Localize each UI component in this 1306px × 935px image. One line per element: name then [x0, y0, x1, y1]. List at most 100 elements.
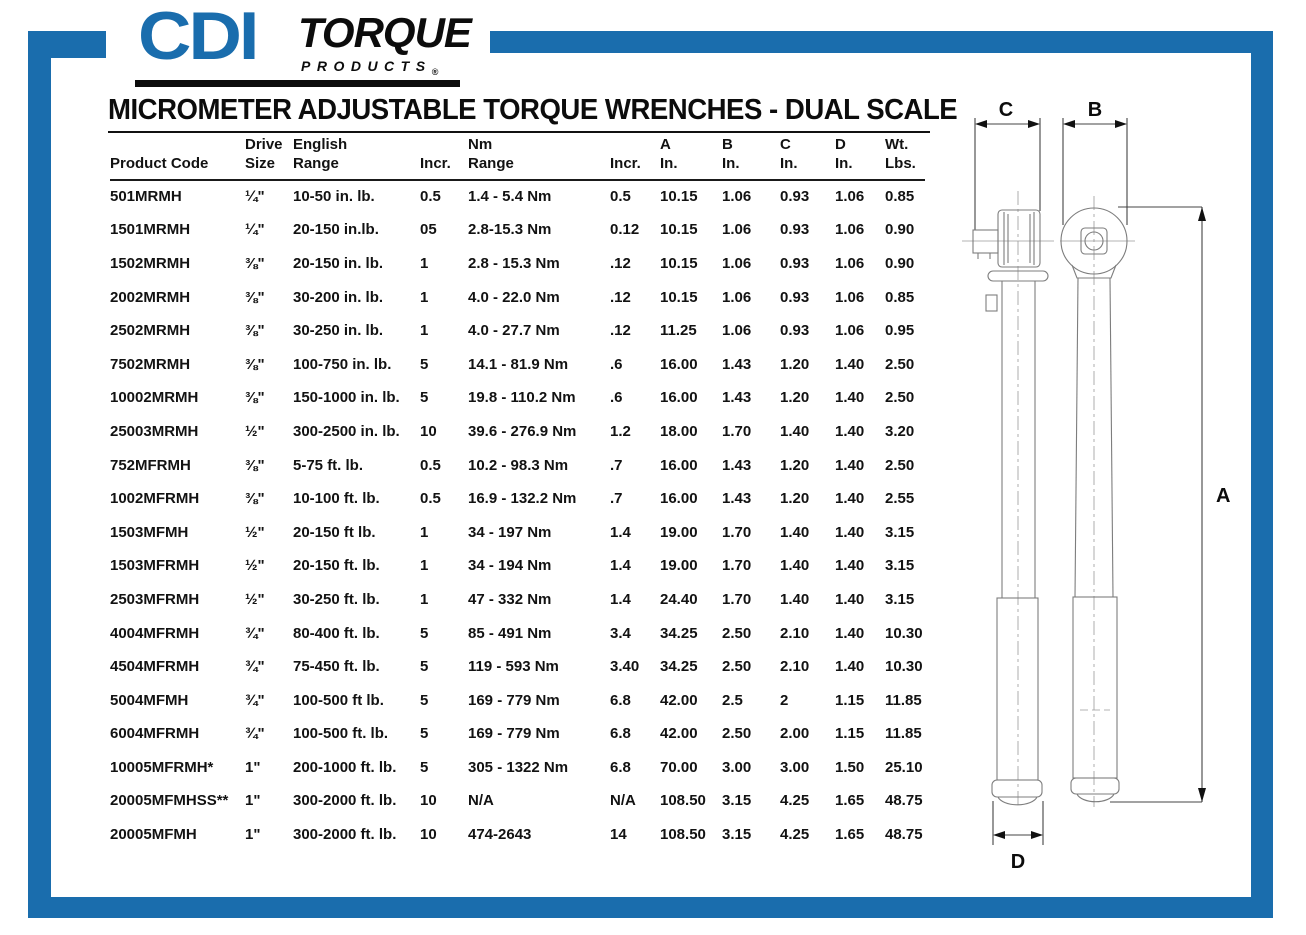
table-cell: 0.90: [885, 221, 915, 239]
table-cell: 200-1000 ft. lb.: [293, 758, 397, 776]
table-cell: 2.10: [780, 624, 810, 642]
table-cell: 1.43: [722, 490, 752, 508]
table-row: 2503MFRMH ½" 30-250 ft. lb. 1 47 - 332 Nm 1.4…: [110, 583, 925, 617]
column-header: Product Code: [110, 136, 245, 181]
table-cell: 1.40: [835, 389, 865, 407]
table-cell: 1.06: [722, 322, 752, 340]
table-cell: 1: [420, 557, 429, 575]
table-cell: 0.95: [885, 322, 915, 340]
table-cell: 3.15: [885, 557, 915, 575]
table-cell: 2.10: [780, 658, 810, 676]
column-header: English Range: [293, 136, 420, 181]
table-cell: 5: [420, 389, 429, 407]
table-cell: 14: [610, 826, 627, 844]
table-cell: 1502MRMH: [110, 254, 191, 272]
table-cell: 100-750 in. lb.: [293, 355, 392, 373]
table-cell: 150-1000 in. lb.: [293, 389, 400, 407]
table-cell: 25.10: [885, 758, 923, 776]
table-cell: 1.70: [722, 557, 752, 575]
table-cell: 501MRMH: [110, 188, 182, 206]
table-row: 1503MFMH ½" 20-150 ft lb. 1 34 - 197 Nm 1.4 19…: [110, 515, 925, 549]
table-cell: 2002MRMH: [110, 288, 191, 306]
table-cell: 16.9 - 132.2 Nm: [468, 490, 577, 508]
table-cell: 1503MFRMH: [110, 557, 200, 575]
table-cell: 2.50: [885, 456, 915, 474]
table-cell: 0.5: [610, 188, 631, 206]
table-cell: 6.8: [610, 758, 631, 776]
table-cell: ⅜": [245, 389, 265, 407]
table-cell: 5: [420, 691, 429, 709]
table-cell: 10: [420, 792, 437, 810]
table-cell: 2: [780, 691, 789, 709]
table-cell: 1.50: [835, 758, 865, 776]
table-cell: 2.50: [722, 725, 752, 743]
table-cell: 20-150 in. lb.: [293, 254, 384, 272]
table-cell: 20005MFMH: [110, 826, 197, 844]
table-row: 20005MFMHSS** 1" 300-2000 ft. lb. 10 N/A N/A 1…: [110, 784, 925, 818]
table-cell: 70.00: [660, 758, 698, 776]
table-cell: 16.00: [660, 389, 698, 407]
column-header: Incr.: [420, 136, 468, 181]
dimension-label-a: A: [1216, 485, 1230, 507]
table-cell: ½": [245, 557, 265, 575]
table-cell: 16.00: [660, 355, 698, 373]
table-cell: 47 - 332 Nm: [468, 590, 552, 608]
table-cell: 1.06: [722, 188, 752, 206]
table-cell: 0.5: [420, 188, 441, 206]
table-cell: 474-2643: [468, 826, 532, 844]
table-cell: 16.00: [660, 456, 698, 474]
table-row: 7502MRMH ⅜" 100-750 in. lb. 5 14.1 - 81.9 Nm…: [110, 347, 925, 381]
table-cell: 1.06: [835, 221, 865, 239]
table-cell: 1.40: [780, 523, 810, 541]
table-cell: 5004MFMH: [110, 691, 189, 709]
table-cell: 1: [420, 288, 429, 306]
table-cell: 1.65: [835, 792, 865, 810]
table-cell: 2.8-15.3 Nm: [468, 221, 552, 239]
table-cell: 30-200 in. lb.: [293, 288, 384, 306]
table-cell: 80-400 ft. lb.: [293, 624, 380, 642]
table-cell: 2.55: [885, 490, 915, 508]
table-cell: 18.00: [660, 422, 698, 440]
table-cell: 48.75: [885, 826, 923, 844]
table-cell: .12: [610, 254, 631, 272]
column-header: Incr.: [610, 136, 660, 181]
frame-top-bar: [490, 31, 1273, 53]
table-cell: .12: [610, 322, 631, 340]
table-cell: 1.20: [780, 490, 810, 508]
table-cell: 20-150 ft. lb.: [293, 557, 380, 575]
table-cell: 1.4 - 5.4 Nm: [468, 188, 552, 206]
table-cell: 1.40: [780, 590, 810, 608]
table-cell: ⅜": [245, 490, 265, 508]
table-row: 25003MRMH ½" 300-2500 in. lb. 10 39.6 - 276.…: [110, 415, 925, 449]
table-cell: 10.30: [885, 624, 923, 642]
table-cell: 1.40: [835, 624, 865, 642]
table-cell: 10.15: [660, 254, 698, 272]
table-cell: 7502MRMH: [110, 355, 191, 373]
table-cell: 25003MRMH: [110, 422, 199, 440]
table-cell: 14.1 - 81.9 Nm: [468, 355, 569, 373]
table-cell: 1.40: [835, 557, 865, 575]
table-cell: ⅜": [245, 355, 265, 373]
table-row: 2002MRMH ⅜" 30-200 in. lb. 1 4.0 - 22.0 Nm .1…: [110, 280, 925, 314]
table-cell: 20-150 in.lb.: [293, 221, 379, 239]
table-cell: 10-100 ft. lb.: [293, 490, 380, 508]
table-cell: N/A: [610, 792, 636, 810]
table-row: 1002MFRMH ⅜" 10-100 ft. lb. 0.5 16.9 - 132.2…: [110, 482, 925, 516]
dimension-label-c: C: [999, 99, 1013, 121]
table-row: 501MRMH ¼" 10-50 in. lb. 0.5 1.4 - 5.4 Nm 0.5…: [110, 180, 925, 214]
table-cell: 300-2000 ft. lb.: [293, 826, 397, 844]
table-cell: N/A: [468, 792, 494, 810]
table-cell: 11.25: [660, 322, 697, 340]
table-cell: 34 - 194 Nm: [468, 557, 552, 575]
table-cell: 3.15: [885, 523, 915, 541]
table-cell: 0.5: [420, 456, 441, 474]
table-cell: 108.50: [660, 826, 706, 844]
table-cell: 1.40: [835, 456, 865, 474]
spec-table: Product Code Drive Size English Range Incr. Nm…: [110, 136, 925, 851]
table-cell: 05: [420, 221, 437, 239]
table-row: 1502MRMH ⅜" 20-150 in. lb. 1 2.8 - 15.3 Nm .1…: [110, 247, 925, 281]
table-cell: 6.8: [610, 691, 631, 709]
table-cell: ⅜": [245, 322, 265, 340]
table-cell: 1.70: [722, 523, 752, 541]
table-cell: 6.8: [610, 725, 631, 743]
